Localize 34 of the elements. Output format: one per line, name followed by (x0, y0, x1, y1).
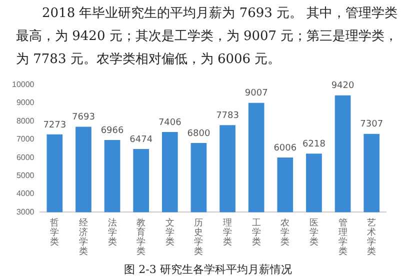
y-tick-label: 6000 (16, 152, 35, 162)
x-tick-label: 文学类 (165, 217, 174, 246)
x-tick-label: 管理学类 (338, 217, 348, 256)
caption: 图 2-3 研究生各学科平均月薪情况 (123, 262, 293, 277)
x-tick-label: 经济学类 (78, 217, 88, 256)
x-tick-label: 艺术学类 (367, 217, 376, 256)
data-label: 6800 (187, 128, 210, 139)
x-tick-label: 哲学类 (50, 217, 60, 246)
y-tick-label: 8000 (16, 116, 35, 126)
y-tick-label: 10000 (12, 80, 35, 90)
data-label: 6006 (274, 143, 297, 154)
x-tick-label: 理学类 (223, 217, 232, 246)
y-tick-label: 3000 (16, 207, 35, 216)
data-label: 6218 (302, 139, 326, 150)
data-label: 7273 (43, 120, 66, 130)
y-tick-label: 5000 (16, 171, 35, 180)
x-tick-label: 工学类 (252, 217, 261, 246)
data-label: 6474 (130, 134, 153, 145)
x-tick-label: 法学类 (108, 217, 117, 246)
data-label: 7783 (216, 110, 239, 121)
y-tick-label: 7000 (16, 134, 35, 144)
x-tick-label: 历史学类 (194, 217, 204, 256)
data-label: 7307 (360, 120, 384, 130)
data-label: 6966 (100, 126, 124, 136)
data-label: 9420 (331, 81, 355, 92)
text: 2018 年毕业研究生的平均月薪为 7693 元。 其中，管理学类最高，为 9420 元；其次是工学类，为 9007 元；第三是理学类，为 7783 元。农学类相对偏低，为 6006 元。 (16, 5, 399, 69)
data-label: 7406 (158, 118, 182, 128)
x-tick-label: 农学类 (280, 217, 290, 246)
y-tick-label: 4000 (16, 189, 35, 198)
y-tick-label: 9000 (16, 98, 35, 108)
x-tick-label: 医学类 (309, 217, 318, 246)
x-tick-label: 教育学类 (136, 217, 146, 256)
data-label: 9007 (244, 88, 268, 99)
data-label: 7693 (72, 112, 95, 123)
